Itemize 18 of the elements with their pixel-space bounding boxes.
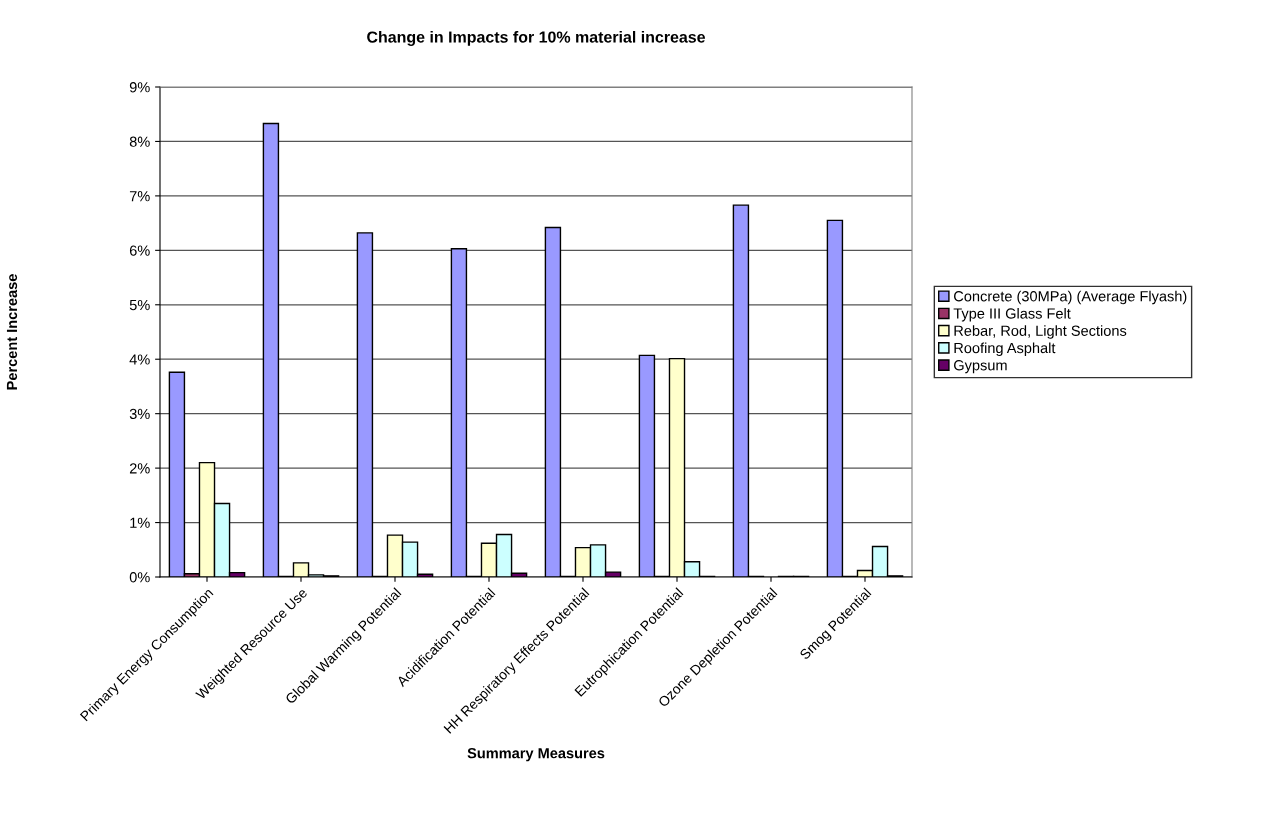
legend-label: Type III Glass Felt bbox=[953, 307, 1071, 322]
y-tick-label: 1% bbox=[130, 517, 150, 528]
y-tick-label: 2% bbox=[129, 463, 150, 474]
y-tick-label: 0% bbox=[129, 572, 150, 583]
y-tick-label: 9% bbox=[129, 82, 150, 93]
legend-label: Concrete (30MPa) (Average Flyash) bbox=[954, 290, 1187, 305]
y-tick-label: 4% bbox=[129, 354, 150, 365]
chart-title: Change in Impacts for 10% material increase bbox=[367, 30, 706, 46]
y-tick-label: 5% bbox=[129, 299, 150, 311]
y-axis-title: Percent Increase bbox=[6, 274, 18, 390]
legend-label: Roofing Asphalt bbox=[954, 342, 1056, 357]
legend-label: Rebar, Rod, Light Sections bbox=[954, 325, 1127, 339]
y-tick-label: 7% bbox=[129, 191, 150, 202]
y-tick-label: 3% bbox=[129, 408, 150, 420]
y-tick-label: 6% bbox=[129, 245, 150, 256]
y-tick-label: 8% bbox=[129, 136, 150, 147]
legend-label: Gypsum bbox=[954, 360, 1007, 374]
x-axis-title: Summary Measures bbox=[467, 748, 605, 762]
